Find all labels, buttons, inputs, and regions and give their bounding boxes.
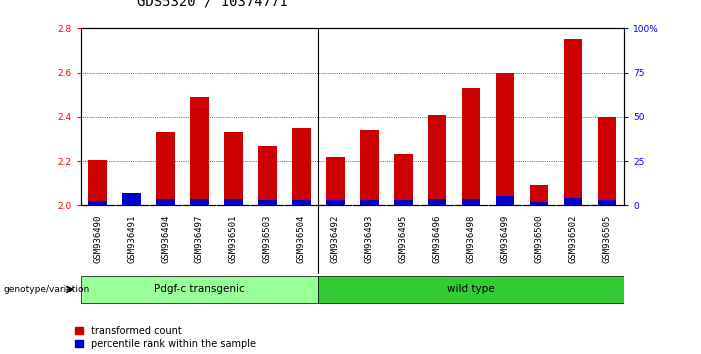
Text: GSM936493: GSM936493 <box>365 214 374 263</box>
Text: GSM936500: GSM936500 <box>534 214 543 263</box>
Bar <box>258 200 277 205</box>
Bar <box>360 200 379 205</box>
Bar <box>360 130 379 205</box>
Text: wild type: wild type <box>447 284 495 295</box>
Bar <box>564 39 583 205</box>
Text: GSM936492: GSM936492 <box>331 214 340 263</box>
Bar <box>428 199 447 205</box>
Bar <box>597 200 616 205</box>
Text: GSM936494: GSM936494 <box>161 214 170 263</box>
Text: GSM936504: GSM936504 <box>297 214 306 263</box>
Bar <box>462 88 480 205</box>
Bar <box>597 117 616 205</box>
Bar <box>530 185 548 205</box>
Text: GSM936491: GSM936491 <box>127 214 136 263</box>
Bar <box>394 200 412 205</box>
Text: GSM936503: GSM936503 <box>263 214 272 263</box>
Text: GSM936505: GSM936505 <box>602 214 611 263</box>
Bar <box>496 73 515 205</box>
Bar <box>292 128 311 205</box>
FancyBboxPatch shape <box>81 275 318 303</box>
Bar <box>88 201 107 205</box>
Bar <box>292 200 311 205</box>
Text: GSM936502: GSM936502 <box>569 214 578 263</box>
Text: GDS5320 / 10374771: GDS5320 / 10374771 <box>137 0 287 9</box>
Bar <box>394 154 412 205</box>
Bar <box>190 199 209 205</box>
Bar <box>156 199 175 205</box>
Bar <box>88 160 107 205</box>
Bar <box>462 199 480 205</box>
Text: GSM936496: GSM936496 <box>433 214 442 263</box>
Bar <box>224 132 243 205</box>
FancyBboxPatch shape <box>318 275 624 303</box>
Bar <box>530 202 548 205</box>
Text: GSM936495: GSM936495 <box>399 214 408 263</box>
Bar <box>190 97 209 205</box>
Text: Pdgf-c transgenic: Pdgf-c transgenic <box>154 284 245 295</box>
Text: GSM936499: GSM936499 <box>501 214 510 263</box>
Text: GSM936497: GSM936497 <box>195 214 204 263</box>
Bar <box>564 198 583 205</box>
Bar <box>156 132 175 205</box>
Legend: transformed count, percentile rank within the sample: transformed count, percentile rank withi… <box>75 326 256 349</box>
Text: GSM936498: GSM936498 <box>467 214 475 263</box>
Bar <box>224 199 243 205</box>
Bar <box>122 193 141 205</box>
Text: GSM936490: GSM936490 <box>93 214 102 263</box>
Bar <box>122 203 141 205</box>
Text: GSM936501: GSM936501 <box>229 214 238 263</box>
Bar <box>428 115 447 205</box>
Bar <box>326 156 345 205</box>
Text: genotype/variation: genotype/variation <box>4 285 90 294</box>
Bar <box>326 200 345 205</box>
Bar <box>258 145 277 205</box>
Bar <box>496 196 515 205</box>
